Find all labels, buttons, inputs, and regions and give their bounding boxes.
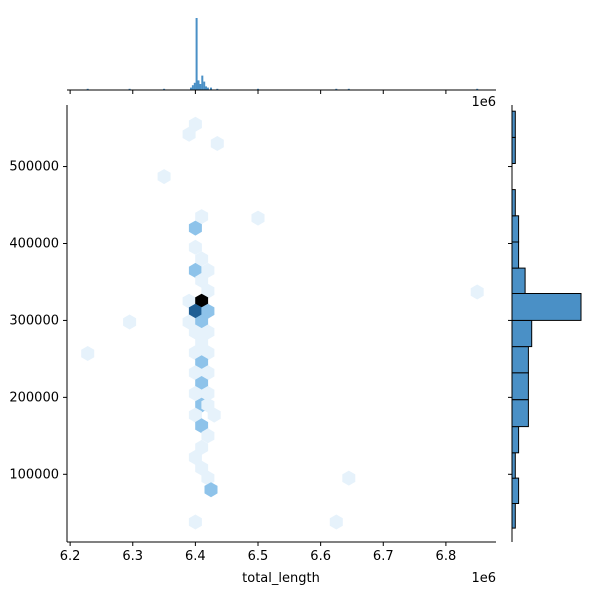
marginal-x-bar: [476, 88, 479, 90]
hexbin-cell: [342, 470, 356, 486]
x-tick-label: 6.3: [122, 549, 143, 564]
marginal-x-bar: [195, 18, 198, 90]
hexbin-cell: [195, 439, 209, 455]
marginal-x-bar: [347, 88, 350, 90]
hexbin-cell: [201, 470, 215, 486]
marginal-x-histogram: [86, 18, 479, 90]
hexbin-cell: [123, 314, 137, 330]
hexbin-cell: [195, 376, 209, 391]
hexbin-cell: [201, 345, 215, 361]
marginal-y-bar: [511, 372, 529, 401]
x-offset-label: 1e6: [471, 571, 496, 586]
marginal-x-bar: [216, 88, 219, 90]
hexbin-cell: [188, 239, 202, 255]
x-tick-label: 6.7: [373, 549, 394, 564]
marginal-y-bar: [511, 215, 520, 243]
marginal-x-bar: [190, 87, 192, 90]
y-tick-label: 200000: [9, 390, 59, 405]
hexbin-cell: [201, 324, 215, 340]
marginal-y-bar: [511, 477, 520, 505]
hexbin-cell: [201, 262, 215, 278]
marginal-x-bar: [205, 86, 207, 90]
hexbin-cell: [195, 418, 209, 434]
marginal-y-bar: [511, 346, 529, 374]
x-axis-label: total_length: [242, 571, 320, 586]
hexbin-cell: [204, 482, 218, 498]
hexbin-cell: [188, 262, 202, 278]
hexbin-cell: [201, 365, 215, 381]
hexbin-cell: [207, 407, 221, 423]
hexbin-cell: [201, 303, 215, 319]
marginal-x-bar: [257, 88, 259, 90]
marginal-y-bar: [511, 399, 529, 428]
hexbin-cell: [201, 283, 215, 299]
hexbin-cell: [188, 324, 202, 340]
marginal-x-bar: [203, 81, 206, 90]
hexbin-cell: [182, 293, 196, 309]
hexbin-cell: [188, 345, 202, 361]
hexbin-cell: [195, 355, 209, 371]
x-tick-label: 6.8: [436, 549, 457, 564]
hexbin-cell: [195, 272, 209, 288]
marginal-y-bar: [511, 319, 533, 348]
hexbin-cell: [201, 386, 215, 401]
marginal-x-bar: [335, 88, 338, 90]
x-tick-label: 6.2: [60, 549, 81, 564]
marginal-y-histogram: [511, 110, 582, 529]
marginal-x-bar: [191, 85, 194, 90]
y-tick-label: 100000: [9, 467, 59, 482]
hexbin-cell: [210, 136, 224, 151]
hexbin-cell: [195, 460, 209, 476]
hexbin-cell: [251, 210, 265, 226]
x-tick-label: 6.5: [248, 549, 269, 564]
hexbin-cell: [182, 126, 196, 142]
marginal-x-bar: [197, 80, 200, 90]
y-tick-label: 500000: [9, 160, 59, 175]
marginal-x-bar: [201, 75, 204, 90]
marginal-x-bar: [199, 84, 202, 90]
marginal-x-bar: [210, 87, 212, 90]
hexbin-cell: [201, 428, 215, 444]
marginal-x-bar: [206, 87, 209, 90]
marginal-y-bar: [511, 426, 520, 454]
hexbin-cell: [329, 514, 343, 530]
y-tick-label: 400000: [9, 236, 59, 251]
hexbin-cell: [182, 314, 196, 330]
hexbin-cell: [188, 386, 202, 401]
marginal-x-bar: [193, 82, 196, 90]
marginal-y-bar: [511, 267, 526, 295]
y-axis-ticks: 100000 200000 300000 400000 500000: [9, 160, 67, 482]
marginal-x-bar: [163, 88, 166, 90]
hexbin-cell: [470, 284, 484, 300]
hexbin-cell: [195, 334, 209, 350]
hexbin-cell: [188, 116, 202, 132]
marginal-y-ticks: [508, 166, 512, 475]
hexbin-cell: [157, 169, 171, 185]
marginal-x-ticks: [69, 90, 447, 94]
hexbin-layer: [81, 116, 484, 530]
x-tick-label: 6.4: [185, 549, 206, 564]
y-offset-label: 1e6: [471, 95, 496, 110]
marginal-y-bar: [511, 293, 582, 321]
hexbin-cell: [195, 251, 209, 267]
hexbin-cell: [188, 303, 202, 319]
hexbin-cell: [81, 346, 95, 361]
hexbin-cell: [188, 449, 202, 465]
hexbin-cell: [188, 220, 202, 236]
marginal-x-bar: [128, 88, 131, 90]
hexbin-cell: [188, 407, 202, 423]
hexbin-cell: [201, 397, 215, 413]
x-axis-ticks: 6.2 6.3 6.4 6.5 6.6 6.7 6.8: [60, 542, 456, 564]
hexbin-cell: [195, 209, 209, 225]
hexbin-cell: [188, 365, 202, 381]
hexbin-cell: [188, 514, 202, 530]
hexbin-cell: [195, 314, 209, 330]
x-tick-label: 6.6: [310, 549, 331, 564]
marginal-y-bar: [511, 241, 520, 269]
marginal-x-bar: [86, 88, 89, 90]
hexbin-cell: [195, 293, 209, 309]
y-tick-label: 300000: [9, 313, 59, 328]
